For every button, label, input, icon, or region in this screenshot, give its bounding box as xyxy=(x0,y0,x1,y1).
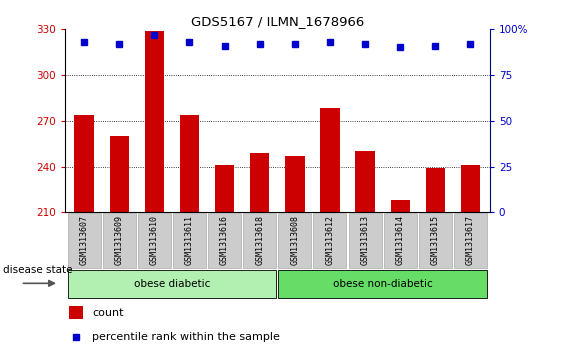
Text: GSM1313607: GSM1313607 xyxy=(79,216,88,265)
Title: GDS5167 / ILMN_1678966: GDS5167 / ILMN_1678966 xyxy=(191,15,364,28)
Bar xyxy=(180,115,199,212)
Text: disease state: disease state xyxy=(3,265,72,275)
Bar xyxy=(102,213,136,268)
Bar xyxy=(384,213,417,268)
Bar xyxy=(208,213,241,268)
Text: GSM1313608: GSM1313608 xyxy=(291,216,300,265)
Bar xyxy=(419,213,452,268)
Text: GSM1313612: GSM1313612 xyxy=(325,216,334,265)
Bar xyxy=(426,168,445,212)
Text: GSM1313616: GSM1313616 xyxy=(220,216,229,265)
Text: GSM1313609: GSM1313609 xyxy=(115,216,124,265)
Text: GSM1313611: GSM1313611 xyxy=(185,216,194,265)
Bar xyxy=(348,213,382,268)
Text: obese non-diabetic: obese non-diabetic xyxy=(333,279,432,289)
Bar xyxy=(110,136,129,212)
Bar xyxy=(391,200,410,212)
Bar xyxy=(173,213,206,268)
Bar xyxy=(138,213,171,268)
Bar xyxy=(320,109,339,212)
Text: count: count xyxy=(92,307,124,318)
Bar xyxy=(74,115,93,212)
Bar xyxy=(215,165,234,212)
Text: GSM1313618: GSM1313618 xyxy=(255,216,264,265)
Bar xyxy=(145,30,164,212)
Bar xyxy=(285,156,305,212)
Text: GSM1313614: GSM1313614 xyxy=(396,216,405,265)
Bar xyxy=(314,213,346,268)
Bar xyxy=(278,270,487,298)
Text: GSM1313610: GSM1313610 xyxy=(150,216,159,265)
Bar xyxy=(461,165,480,212)
Bar xyxy=(250,153,269,212)
Bar xyxy=(278,213,311,268)
Bar xyxy=(243,213,276,268)
Bar xyxy=(454,213,487,268)
Text: GSM1313613: GSM1313613 xyxy=(360,216,369,265)
Text: percentile rank within the sample: percentile rank within the sample xyxy=(92,332,280,342)
Text: GSM1313617: GSM1313617 xyxy=(466,216,475,265)
Bar xyxy=(355,151,375,212)
Bar xyxy=(69,306,83,319)
Text: obese diabetic: obese diabetic xyxy=(133,279,210,289)
Bar xyxy=(68,270,276,298)
Bar xyxy=(68,213,101,268)
Text: GSM1313615: GSM1313615 xyxy=(431,216,440,265)
